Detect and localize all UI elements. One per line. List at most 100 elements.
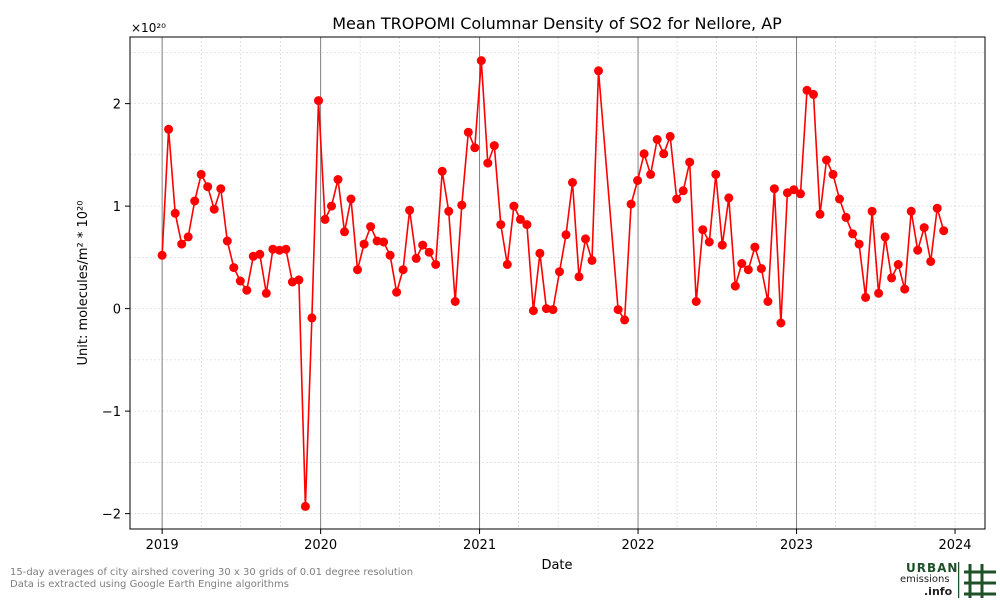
- data-point: [509, 201, 519, 211]
- x-tick-label: 2021: [463, 538, 496, 553]
- data-point: [893, 260, 903, 269]
- data-point: [431, 260, 441, 269]
- data-point: [183, 232, 193, 242]
- data-point: [685, 157, 695, 167]
- data-point: [190, 196, 200, 206]
- year-lines: [161, 37, 798, 529]
- x-tick-label: 2019: [146, 538, 179, 553]
- data-point: [854, 239, 864, 249]
- data-point: [209, 204, 219, 214]
- logo-word-info: .info: [924, 585, 953, 598]
- data-point: [750, 242, 760, 252]
- data-point: [626, 199, 636, 209]
- data-point: [926, 257, 936, 266]
- data-point: [314, 96, 323, 106]
- data-point: [932, 203, 942, 213]
- data-point: [587, 255, 597, 265]
- chart-title: Mean TROPOMI Columnar Density of SO2 for…: [332, 14, 782, 33]
- data-point: [340, 227, 349, 237]
- x-axis-label: Date: [541, 558, 572, 573]
- data-point: [222, 236, 232, 246]
- data-point: [665, 131, 675, 141]
- data-point: [203, 182, 213, 192]
- data-point: [704, 237, 714, 247]
- data-point: [333, 175, 343, 184]
- data-point: [906, 206, 916, 216]
- x-tick-label: 2022: [622, 538, 655, 553]
- x-tick-label: 2024: [938, 538, 971, 553]
- x-tick-label: 2023: [780, 538, 813, 553]
- logo-grid-icon: [958, 562, 996, 598]
- data-point: [392, 287, 402, 297]
- data-point: [822, 155, 831, 165]
- data-point: [815, 209, 825, 219]
- data-point: [444, 206, 454, 216]
- data-point: [574, 272, 584, 282]
- data-point: [359, 239, 369, 249]
- data-point: [900, 284, 910, 294]
- data-point: [366, 222, 376, 232]
- data-point: [528, 306, 538, 316]
- data-point: [300, 501, 310, 511]
- data-point: [620, 315, 630, 325]
- data-point: [196, 169, 206, 179]
- logo-word-emissions: emissions: [900, 574, 950, 585]
- data-point: [502, 260, 512, 269]
- data-point: [659, 149, 669, 159]
- data-point: [848, 229, 858, 239]
- data-point: [398, 265, 408, 275]
- data-point: [717, 240, 727, 250]
- data-point: [281, 244, 291, 254]
- data-point: [724, 193, 734, 203]
- data-point: [919, 223, 929, 233]
- footnote-line-1: 15-day averages of city airshed covering…: [10, 567, 414, 578]
- data-point: [874, 288, 884, 298]
- data-point: [880, 232, 890, 242]
- data-point: [672, 194, 682, 204]
- data-point: [353, 265, 362, 275]
- data-point: [164, 124, 174, 134]
- data-point: [327, 201, 336, 211]
- y-tick-label: −2: [102, 508, 121, 523]
- data-point: [235, 276, 245, 286]
- data-point: [678, 186, 688, 196]
- data-point: [613, 305, 623, 315]
- data-point: [698, 225, 708, 235]
- data-point: [555, 267, 564, 277]
- x-tick-label: 2020: [304, 538, 337, 553]
- y-tick-label: 2: [113, 98, 121, 113]
- y-tick-label: 1: [113, 200, 121, 215]
- data-point: [411, 253, 421, 263]
- data-point: [561, 230, 571, 240]
- data-point: [385, 250, 395, 260]
- data-point: [515, 214, 525, 224]
- data-point: [867, 206, 877, 216]
- series-line: [161, 59, 945, 508]
- data-point: [646, 169, 656, 179]
- data-point: [776, 318, 786, 328]
- data-point: [157, 250, 167, 260]
- data-point: [307, 313, 317, 323]
- data-point: [450, 297, 460, 306]
- data-point: [841, 212, 851, 222]
- data-point: [594, 66, 603, 76]
- data-point: [835, 194, 844, 204]
- plot-area-frame: [129, 36, 986, 530]
- data-point: [476, 56, 486, 66]
- data-point: [652, 135, 662, 144]
- data-point: [581, 234, 590, 244]
- data-point: [496, 220, 506, 230]
- data-point: [294, 275, 304, 285]
- data-point: [379, 237, 389, 247]
- data-point: [802, 85, 812, 95]
- series-layer: [157, 56, 949, 511]
- data-point: [743, 265, 753, 275]
- data-point: [242, 285, 252, 295]
- y-tick-label: 0: [113, 303, 121, 318]
- data-point: [711, 169, 721, 179]
- data-point: [828, 169, 838, 179]
- data-point: [939, 226, 949, 236]
- data-point: [216, 184, 226, 194]
- footnote-line-2: Data is extracted using Google Earth Eng…: [10, 579, 289, 590]
- data-point: [418, 240, 428, 250]
